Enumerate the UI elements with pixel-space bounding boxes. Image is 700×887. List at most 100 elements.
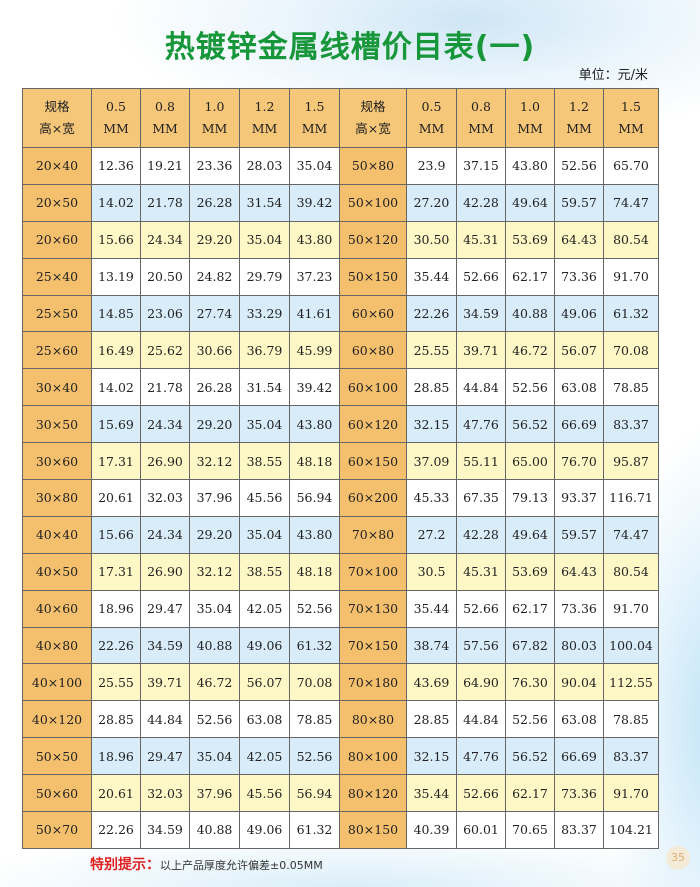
thickness-unit: MM [152,121,178,136]
spec-cell: 40×60 [22,589,92,628]
table-row: 40×60 18.96 29.47 35.04 42.05 52.56 70×130 35.4… [22,589,659,628]
header-thickness: 1.2 MM [554,88,604,148]
price-cell: 34.59 [140,626,190,665]
price-cell: 38.74 [406,626,457,665]
price-cell: 112.55 [603,663,659,702]
price-cell: 35.04 [189,589,240,628]
spec-cell: 60×80 [339,331,407,370]
price-cell: 42.05 [239,589,290,628]
price-cell: 62.17 [505,589,555,628]
price-cell: 73.36 [554,589,604,628]
header-thickness: 0.8 MM [140,88,190,148]
price-cell: 53.69 [505,220,555,259]
price-cell: 12.36 [91,147,141,185]
price-cell: 47.76 [456,737,506,776]
price-cell: 28.85 [406,700,457,739]
price-cell: 91.70 [603,257,659,296]
price-cell: 91.70 [603,774,659,813]
price-cell: 21.78 [140,183,190,222]
thickness-unit: MM [251,121,278,136]
table-row: 20×60 15.66 24.34 29.20 35.04 43.80 50×120 30.5… [22,220,659,259]
spec-cell: 30×40 [22,368,92,407]
price-cell: 83.37 [603,405,659,444]
price-cell: 49.06 [554,294,604,333]
spec-cell: 25×60 [22,331,92,370]
price-cell: 24.34 [140,220,190,259]
spec-cell: 70×100 [339,552,407,591]
price-cell: 67.82 [505,626,555,665]
price-cell: 42.28 [456,183,506,222]
price-cell: 25.62 [140,331,190,370]
spec-cell: 80×80 [339,700,407,739]
price-cell: 61.32 [289,626,340,665]
spec-cell: 20×50 [22,183,92,222]
price-cell: 80.54 [603,552,659,591]
price-cell: 65.70 [603,147,659,185]
thickness-unit: MM [103,121,129,136]
price-cell: 83.37 [603,737,659,776]
spec-cell: 50×150 [339,257,407,296]
price-cell: 29.20 [189,220,240,259]
price-cell: 49.64 [505,183,555,222]
spec-cell: 60×100 [339,368,407,407]
header-thickness: 1.0 MM [505,88,555,148]
table-row: 50×70 22.26 34.59 40.88 49.06 61.32 80×150 40.3… [22,811,659,849]
table-row: 40×100 25.55 39.71 46.72 56.07 70.08 70×180 43.… [22,663,659,702]
price-cell: 42.05 [239,737,290,776]
price-cell: 17.31 [91,552,141,591]
header-thickness: 0.5 MM [406,88,457,148]
thickness-value: 1.0 [520,99,540,114]
price-cell: 49.06 [239,811,290,849]
special-note: 特别提示：以上产品厚度允许偏差±0.05MM [90,854,323,874]
price-cell: 70.65 [505,811,555,849]
price-cell: 74.47 [603,515,659,554]
price-cell: 26.90 [140,552,190,591]
thickness-value: 1.5 [621,99,641,114]
price-cell: 45.56 [239,479,290,517]
price-cell: 74.47 [603,183,659,222]
price-cell: 35.44 [406,257,457,296]
page-number: 35 [666,846,690,870]
price-cell: 95.87 [603,442,659,481]
price-cell: 27.74 [189,294,240,333]
spec-cell: 40×100 [22,663,92,702]
price-cell: 37.96 [189,774,240,813]
price-cell: 90.04 [554,663,604,702]
price-cell: 39.71 [456,331,506,370]
spec-cell: 70×130 [339,589,407,628]
price-cell: 45.33 [406,479,457,517]
price-cell: 35.04 [289,147,340,185]
price-cell: 79.13 [505,479,555,517]
spec-cell: 25×50 [22,294,92,333]
price-cell: 28.85 [91,700,141,739]
price-cell: 70.08 [603,331,659,370]
price-cell: 61.32 [603,294,659,333]
price-cell: 45.99 [289,331,340,370]
table-row: 30×80 20.61 32.03 37.96 45.56 56.94 60×200 45.3… [22,479,659,517]
price-cell: 64.43 [554,552,604,591]
price-cell: 27.2 [406,515,457,554]
price-cell: 76.70 [554,442,604,481]
price-cell: 15.69 [91,405,141,444]
price-cell: 17.31 [91,442,141,481]
spec-cell: 50×80 [339,147,407,185]
spec-cell: 60×200 [339,479,407,517]
spec-cell: 80×120 [339,774,407,813]
spec-cell: 50×70 [22,811,92,849]
price-cell: 48.18 [289,552,340,591]
table-row: 40×80 22.26 34.59 40.88 49.06 61.32 70×150 38.7… [22,626,659,665]
price-cell: 27.20 [406,183,457,222]
price-cell: 40.39 [406,811,457,849]
price-cell: 52.66 [456,257,506,296]
price-cell: 64.90 [456,663,506,702]
page-title: 热镀锌金属线槽价目表(一) [164,30,536,65]
note-label: 特别提示： [90,857,160,873]
price-cell: 64.43 [554,220,604,259]
price-cell: 53.69 [505,552,555,591]
header-spec-sub: 高×宽 [355,121,391,136]
price-cell: 23.06 [140,294,190,333]
price-cell: 32.15 [406,405,457,444]
header-thickness: 1.5 MM [603,88,659,148]
price-cell: 66.69 [554,737,604,776]
price-cell: 61.32 [289,811,340,849]
